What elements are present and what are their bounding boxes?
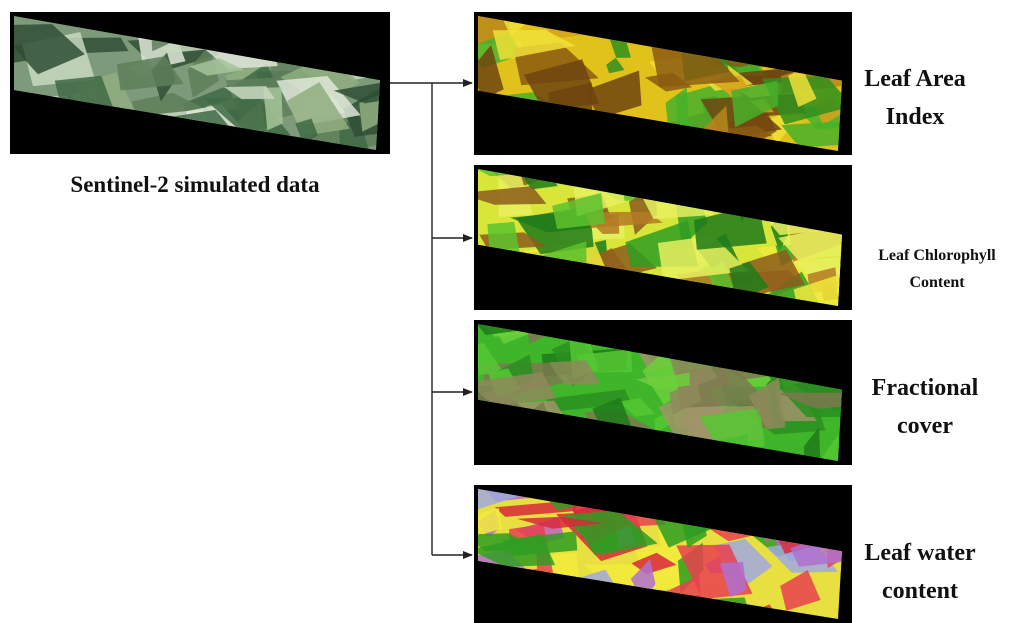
output-label: Leaf Area — [864, 66, 966, 92]
output-label: cover — [897, 413, 953, 439]
output-label: Fractional — [872, 375, 979, 401]
input-label: Sentinel-2 simulated data — [70, 172, 320, 197]
connector — [390, 83, 472, 555]
output-label: Leaf water — [864, 540, 976, 566]
output-label: content — [882, 578, 958, 604]
image-layer — [0, 0, 889, 623]
output-label: Leaf Chlorophyll — [878, 247, 996, 264]
output-label: Index — [886, 104, 945, 130]
output-label: Content — [909, 274, 965, 291]
output-labels: Leaf Area Index Leaf Chlorophyll Content… — [864, 66, 996, 604]
diagram: Sentinel-2 simulated data Leaf Area Inde… — [0, 0, 1018, 623]
page: {"input": {"label": "Sentinel-2 simulate… — [0, 0, 1018, 623]
image-patch — [468, 508, 502, 534]
